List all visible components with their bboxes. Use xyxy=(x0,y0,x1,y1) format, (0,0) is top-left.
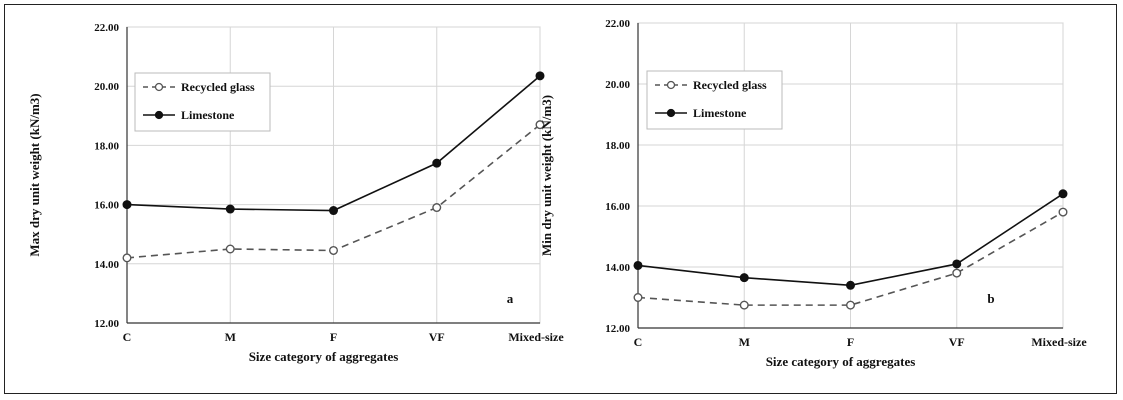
chart-panel-b: 12.00 14.00 16.00 18.00 20.00 22.00 C M F VF Mixed… xyxy=(539,18,1087,369)
data-point xyxy=(739,273,749,283)
x-tick-label: Mixed-size xyxy=(508,330,564,344)
legend: Recycled glass Limestone xyxy=(134,72,271,132)
data-point xyxy=(846,300,856,310)
panel-label: b xyxy=(987,291,994,306)
data-point xyxy=(535,71,545,81)
legend: Recycled glass Limestone xyxy=(646,70,783,130)
x-tick-label: M xyxy=(739,335,750,349)
data-point xyxy=(122,200,132,210)
chart-panel-a: 12.00 14.00 16.00 18.00 20.00 22.00 C M F VF Mixed… xyxy=(27,22,564,364)
data-point xyxy=(952,259,962,269)
x-tick-label: Mixed-size xyxy=(1031,335,1087,349)
legend-box xyxy=(134,72,271,132)
y-tick-label: 20.00 xyxy=(94,81,119,93)
data-point xyxy=(329,245,339,255)
x-tick-label: VF xyxy=(949,335,965,349)
data-point xyxy=(432,158,442,168)
legend-marker xyxy=(666,108,676,118)
figure-svg: 12.00 14.00 16.00 18.00 20.00 22.00 C M F VF Mixed… xyxy=(27,18,1087,369)
figure-frame: 12.00 14.00 16.00 18.00 20.00 22.00 C M F VF Mixed… xyxy=(4,4,1117,394)
x-tick-label: C xyxy=(123,330,132,344)
data-point xyxy=(633,293,643,303)
data-point xyxy=(952,268,962,278)
legend-label: Limestone xyxy=(181,108,235,122)
y-tick-label: 16.00 xyxy=(94,200,119,212)
data-point xyxy=(225,204,235,214)
legend-label: Limestone xyxy=(693,106,747,120)
data-point xyxy=(329,206,339,216)
y-axis-label: Max dry unit weight (kN/m3) xyxy=(27,93,42,256)
y-tick-label: 12.00 xyxy=(605,323,630,335)
data-point xyxy=(1058,189,1068,199)
x-tick-label: C xyxy=(634,335,643,349)
y-tick-label: 22.00 xyxy=(94,22,119,34)
data-point xyxy=(1058,207,1068,217)
y-tick-label: 16.00 xyxy=(605,201,630,213)
panel-label: a xyxy=(507,291,514,306)
data-point xyxy=(846,280,856,290)
x-tick-label: F xyxy=(847,335,854,349)
series-line-recycled-glass xyxy=(637,211,1064,306)
x-axis-label: Size category of aggregates xyxy=(249,349,399,364)
legend-label: Recycled glass xyxy=(181,80,255,94)
data-point xyxy=(432,203,442,213)
y-tick-label: 18.00 xyxy=(605,140,630,152)
legend-marker xyxy=(666,80,676,90)
x-tick-label: VF xyxy=(429,330,445,344)
data-point xyxy=(225,244,235,254)
data-point xyxy=(633,260,643,270)
y-tick-label: 14.00 xyxy=(94,259,119,271)
y-tick-label: 22.00 xyxy=(605,18,630,30)
data-point xyxy=(535,120,545,130)
y-tick-label: 18.00 xyxy=(94,140,119,152)
y-tick-label: 14.00 xyxy=(605,262,630,274)
y-axis-label: Min dry unit weight (kN/m3) xyxy=(539,95,554,256)
legend-label: Recycled glass xyxy=(693,78,767,92)
x-tick-label: M xyxy=(225,330,236,344)
data-point xyxy=(122,253,132,263)
data-point xyxy=(739,300,749,310)
x-tick-label: F xyxy=(330,330,337,344)
legend-marker xyxy=(154,110,164,120)
y-tick-label: 20.00 xyxy=(605,79,630,91)
legend-box xyxy=(646,70,783,130)
legend-marker xyxy=(154,82,164,92)
x-axis-label: Size category of aggregates xyxy=(766,354,916,369)
y-tick-label: 12.00 xyxy=(94,318,119,330)
